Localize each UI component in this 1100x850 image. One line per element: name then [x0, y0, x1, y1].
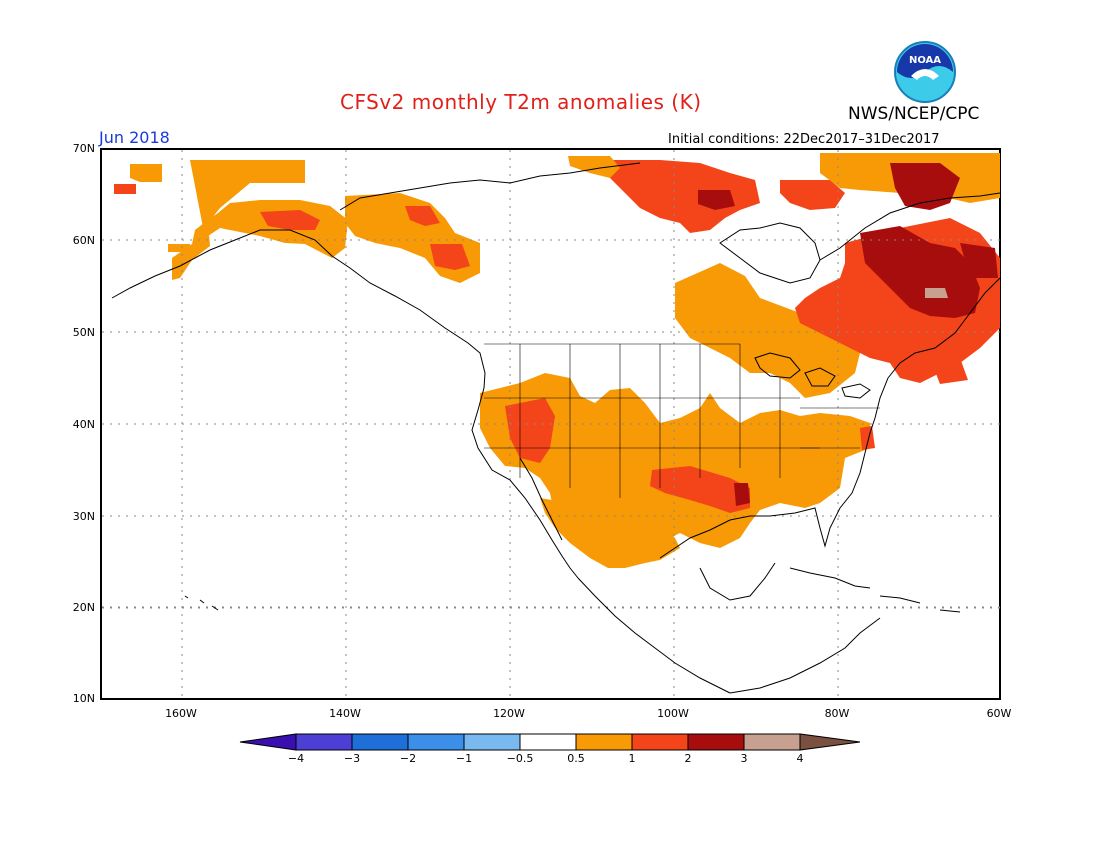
- anomaly-region: [505, 398, 555, 463]
- anomaly-region: [780, 180, 845, 210]
- lat-label-60n: 60N: [72, 234, 95, 247]
- colorbar: [239, 733, 861, 751]
- logo-text: NOAA: [909, 55, 941, 66]
- coastline: [819, 192, 1001, 261]
- map-title: CFSv2 monthly T2m anomalies (K): [340, 90, 702, 114]
- coastline: [199, 599, 205, 604]
- initial-conditions-label: Initial conditions: 22Dec2017–31Dec2017: [668, 132, 940, 147]
- colorbar-label: −0.5: [506, 752, 534, 765]
- lon-label-60w: 60W: [986, 707, 1012, 720]
- colorbar-segment: [743, 733, 801, 751]
- noaa-logo: NOAA: [894, 41, 956, 103]
- colorbar-segment: [463, 733, 521, 751]
- coastline: [719, 222, 821, 284]
- coastline: [699, 562, 776, 601]
- organization-label: NWS/NCEP/CPC: [848, 104, 980, 124]
- anomaly-region: [650, 466, 750, 513]
- coastline: [471, 387, 579, 579]
- colorbar-label: 4: [796, 752, 804, 765]
- anomaly-region: [925, 288, 948, 298]
- colorbar-label: −3: [343, 752, 361, 765]
- colorbar-segment: [519, 733, 577, 751]
- anomaly-region: [168, 244, 190, 252]
- anomaly-region: [610, 160, 760, 233]
- coastline: [577, 577, 731, 694]
- anomaly-region: [172, 160, 348, 280]
- anomaly-region: [130, 164, 162, 182]
- lat-label-70n: 70N: [72, 142, 95, 155]
- coastline: [879, 595, 921, 604]
- coastline: [729, 617, 881, 694]
- anomaly-region: [734, 483, 750, 506]
- colorbar-segment: [351, 733, 409, 751]
- colorbar-segment: [575, 733, 633, 751]
- colorbar-segment: [687, 733, 745, 751]
- lon-label-120w: 120W: [493, 707, 525, 720]
- anomaly-region: [930, 358, 968, 384]
- lon-label-140w: 140W: [329, 707, 361, 720]
- anomaly-region: [260, 210, 320, 230]
- anomaly-region: [568, 156, 620, 178]
- colorbar-segment: [631, 733, 689, 751]
- anomaly-region: [430, 244, 470, 270]
- graticule-grid: [102, 150, 1000, 697]
- coastline: [864, 277, 1001, 454]
- anomaly-fill-layer: [114, 153, 1000, 568]
- lat-label-30n: 30N: [72, 510, 95, 523]
- coastline: [111, 229, 486, 389]
- anomaly-region: [860, 226, 980, 318]
- valid-month-label: Jun 2018: [99, 128, 170, 147]
- lon-label-160w: 160W: [165, 707, 197, 720]
- colorbar-label: 0.5: [567, 752, 585, 765]
- coastline: [804, 367, 836, 387]
- coastline: [519, 457, 563, 541]
- lat-label-10n: 10N: [72, 692, 95, 705]
- lat-label-50n: 50N: [72, 326, 95, 339]
- coastline: [184, 595, 189, 599]
- colorbar-label: 2: [684, 752, 692, 765]
- lon-label-100w: 100W: [657, 707, 689, 720]
- colorbar-label: −4: [287, 752, 305, 765]
- colorbar-segment: [799, 733, 861, 751]
- anomaly-region: [960, 243, 998, 278]
- anomaly-region: [890, 163, 960, 210]
- anomaly-region: [114, 184, 136, 194]
- coastline-layer: [111, 162, 1001, 694]
- coastline: [339, 162, 641, 211]
- coastline: [939, 609, 961, 613]
- coastline: [754, 352, 801, 379]
- colorbar-segment: [295, 733, 353, 751]
- anomaly-region: [698, 190, 735, 210]
- coastline: [789, 567, 871, 589]
- coastline: [659, 452, 866, 559]
- colorbar-segment: [239, 733, 297, 751]
- colorbar-label: −2: [399, 752, 417, 765]
- colorbar-segment: [407, 733, 465, 751]
- coastline: [211, 605, 219, 611]
- anomaly-region: [405, 206, 440, 226]
- colorbar-label: 3: [740, 752, 748, 765]
- colorbar-label: −1: [455, 752, 473, 765]
- colorbar-label: 1: [628, 752, 636, 765]
- anomaly-region: [675, 263, 860, 398]
- lon-label-80w: 80W: [824, 707, 850, 720]
- anomaly-region: [860, 426, 875, 450]
- lat-label-20n: 20N: [72, 601, 95, 614]
- lat-label-40n: 40N: [72, 418, 95, 431]
- coastline: [841, 383, 871, 399]
- map-frame: [100, 148, 1001, 700]
